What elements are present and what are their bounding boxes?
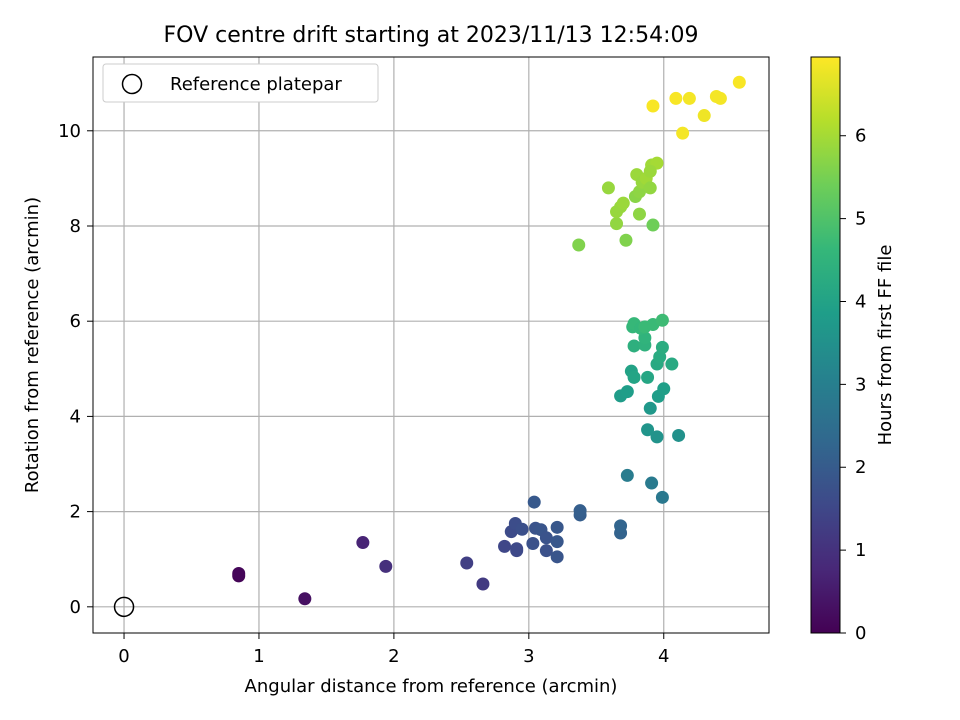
data-point [460, 556, 474, 570]
colorbar-tick-label: 6 [855, 126, 866, 147]
data-point [632, 207, 646, 221]
x-axis-label: Angular distance from reference (arcmin) [245, 676, 618, 697]
data-point [627, 370, 641, 384]
data-point [550, 550, 564, 564]
data-point [379, 559, 393, 573]
data-point [665, 357, 679, 371]
y-axis-label: Rotation from reference (arcmin) [22, 197, 43, 493]
x-tick-label: 1 [253, 646, 264, 667]
data-point [614, 519, 628, 533]
colorbar-tick-label: 5 [855, 209, 866, 230]
y-tick-label: 2 [70, 502, 81, 523]
y-tick-label: 0 [70, 597, 81, 618]
data-point [539, 531, 553, 545]
x-tick-label: 0 [118, 646, 129, 667]
data-point [669, 91, 683, 105]
data-point [527, 495, 541, 509]
y-tick-label: 10 [58, 121, 81, 142]
x-tick-label: 3 [523, 646, 534, 667]
data-point [646, 99, 660, 113]
data-point [550, 520, 564, 534]
data-point [601, 181, 615, 195]
data-point [713, 91, 727, 105]
data-point [619, 233, 633, 247]
data-point [232, 566, 246, 580]
data-point [655, 340, 669, 354]
x-tick-label: 2 [388, 646, 399, 667]
data-point [643, 181, 657, 195]
data-point [498, 539, 512, 553]
data-point [539, 544, 553, 558]
data-point [610, 217, 624, 231]
data-point [641, 423, 655, 437]
data-point [682, 91, 696, 105]
data-point [643, 164, 657, 178]
data-point [645, 476, 659, 490]
colorbar-tick-label: 3 [855, 374, 866, 395]
data-point [650, 430, 664, 444]
scatter-points [232, 75, 746, 606]
x-axis-ticks: 0 1 2 3 4 [118, 633, 669, 667]
data-point [646, 218, 660, 232]
reference-platepar-marker [113, 596, 135, 618]
data-point [643, 401, 657, 415]
data-point [672, 428, 686, 442]
data-point [616, 196, 630, 210]
y-axis-ticks: 0 2 4 6 8 10 [58, 121, 93, 618]
y-tick-label: 8 [70, 216, 81, 237]
colorbar-label: Hours from first FF file [875, 245, 896, 446]
data-point [620, 385, 634, 399]
legend-marker-open-circle [121, 73, 143, 95]
data-point [510, 542, 524, 556]
data-point [573, 504, 587, 518]
data-point [572, 238, 586, 252]
data-point [515, 522, 529, 536]
y-tick-label: 4 [70, 406, 81, 427]
data-point [627, 339, 641, 353]
data-point [657, 382, 671, 396]
data-point [676, 126, 690, 140]
data-point [526, 537, 540, 551]
colorbar [810, 56, 841, 634]
x-tick-label: 4 [658, 646, 669, 667]
legend: Reference platepar [102, 63, 379, 103]
data-point [550, 535, 564, 549]
data-point [697, 109, 711, 123]
data-point [298, 592, 312, 606]
data-point [655, 490, 669, 504]
y-tick-label: 6 [70, 311, 81, 332]
colorbar-tick-label: 4 [855, 291, 866, 312]
colorbar-tick-label: 0 [855, 623, 866, 644]
data-point [620, 468, 634, 482]
legend-box [102, 63, 379, 103]
colorbar-tick-label: 1 [855, 540, 866, 561]
colorbar-ticks: 0 1 2 3 4 5 6 [840, 126, 866, 644]
chart-title: FOV centre drift starting at 2023/11/13 … [164, 23, 699, 48]
data-point [655, 313, 669, 327]
data-point [641, 370, 655, 384]
data-point [732, 75, 746, 89]
data-point [356, 536, 370, 550]
data-point [476, 577, 490, 591]
colorbar-tick-label: 2 [855, 457, 866, 478]
legend-entry-reference-platepar: Reference platepar [170, 74, 342, 95]
reference-point [113, 596, 135, 618]
axes-frame [92, 56, 770, 634]
